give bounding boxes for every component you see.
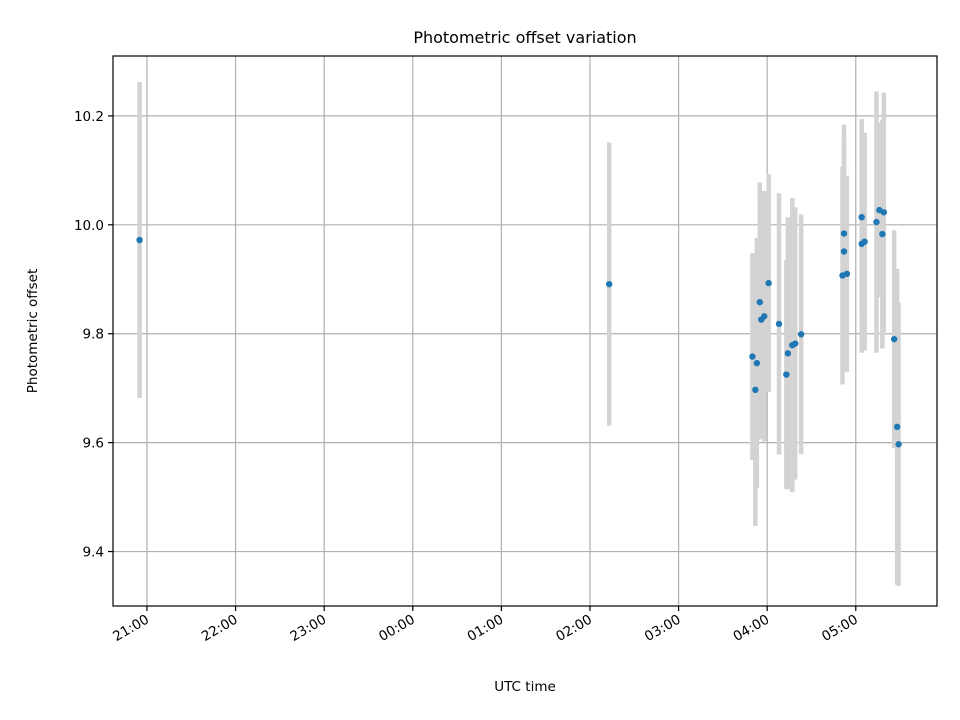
- data-point: [783, 371, 790, 378]
- data-point: [136, 236, 143, 244]
- y-axis-label: Photometric offset: [25, 269, 41, 393]
- y-tick-label: 9.8: [83, 327, 104, 343]
- chart-title: Photometric offset variation: [413, 28, 636, 47]
- data-point: [840, 230, 848, 237]
- x-axis-label: UTC time: [494, 679, 556, 695]
- data-point: [843, 270, 851, 278]
- y-tick-label: 10.2: [74, 109, 104, 125]
- y-tick-label: 9.6: [83, 436, 104, 452]
- data-point: [784, 350, 792, 357]
- data-point: [753, 359, 761, 367]
- y-tick-label: 9.4: [83, 545, 104, 561]
- data-point: [861, 238, 868, 245]
- data-point: [792, 340, 799, 347]
- data-point: [890, 335, 898, 343]
- data-point: [858, 213, 865, 221]
- data-point: [797, 331, 805, 338]
- data-point: [775, 320, 783, 328]
- data-point: [873, 218, 880, 226]
- data-point: [765, 279, 772, 287]
- data-point: [895, 441, 902, 448]
- y-tick-label: 10.0: [74, 218, 104, 234]
- data-point: [605, 280, 613, 288]
- data-point: [879, 230, 886, 238]
- data-point: [752, 386, 759, 394]
- plot-frame: [112, 55, 938, 607]
- data-point: [893, 423, 901, 431]
- data-point: [756, 298, 763, 306]
- data-point: [840, 248, 848, 255]
- data-points: [136, 206, 902, 448]
- data-point: [880, 209, 888, 216]
- data-point: [761, 313, 768, 320]
- data-point: [749, 353, 756, 360]
